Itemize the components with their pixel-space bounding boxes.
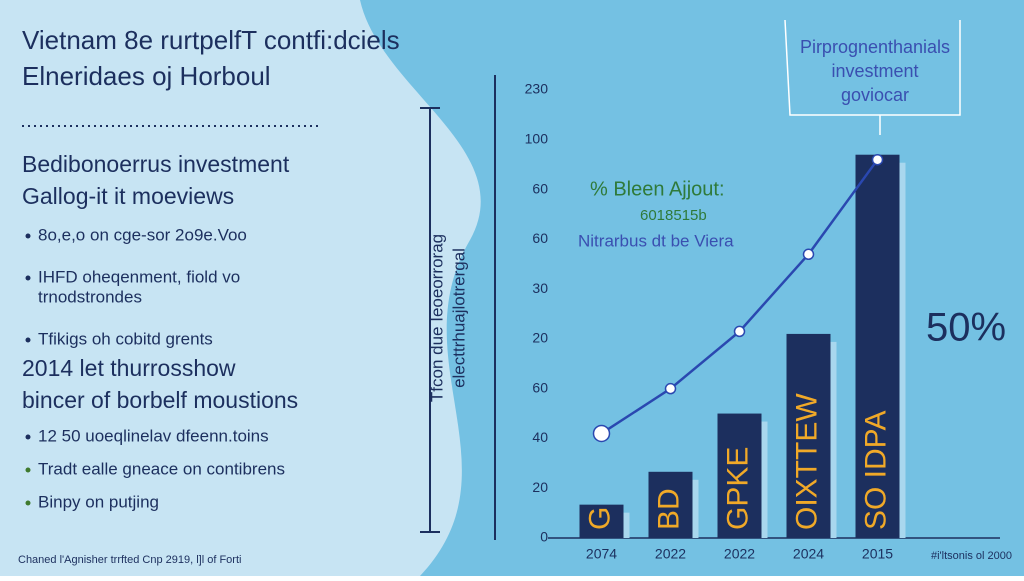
bullet-text: 12 50 uoeqlinelav dfeenn.toins [38, 426, 269, 445]
bullet-text: 8o,e,o on cge-sor 2o9e.Voo [38, 225, 247, 244]
bar [717, 413, 762, 538]
trend-point [733, 325, 746, 338]
y-tick-label: 0 [540, 529, 548, 545]
vertical-label: electtrhuajlotrergal [449, 248, 468, 388]
inset-line: 6018515b [640, 207, 707, 224]
bar-label: SO IDPA [859, 411, 892, 530]
bar-label: BD [652, 488, 685, 530]
bar [786, 333, 831, 538]
y-tick-label: 60 [532, 379, 548, 395]
x-tick-label: 2022 [655, 546, 686, 562]
y-tick-label: 100 [525, 130, 549, 146]
bullet-dot [25, 434, 31, 440]
y-tick-label: 60 [532, 230, 548, 246]
trend-point [871, 153, 884, 166]
callout-text: investment [831, 61, 918, 81]
callout-text: Pirprognenthanials [800, 37, 950, 57]
bullet-dot [25, 275, 31, 281]
y-tick-label: 20 [532, 479, 548, 495]
bullet-text: Tfikigs oh cobitd grents [38, 329, 213, 348]
callout-box [784, 19, 961, 116]
section-heading: Bedibonoerrus investment [22, 151, 290, 177]
section-heading: 2014 let thurrosshow [22, 355, 236, 381]
y-tick-label: 230 [525, 81, 549, 97]
vertical-label: Tfcon due Ieoeorrorag [427, 234, 446, 402]
big-percent: 50% [926, 306, 1006, 350]
bar [648, 471, 693, 538]
x-tick-label: 2024 [793, 546, 824, 562]
trend-point [592, 424, 611, 443]
bullet-text: trnodstrondes [38, 287, 142, 306]
bar-label: GPKE [721, 447, 754, 530]
bar [579, 504, 624, 538]
footer-left: Chaned l'Agnisher trrfted Cnp 2919, l]l … [18, 554, 241, 566]
bar-label: G [583, 507, 616, 530]
inset-line: Nitrarbus dt be Viera [578, 231, 734, 250]
title: Vietnam 8e rurtpelfT contfi:dciels [22, 25, 400, 55]
x-tick-label: 2074 [586, 546, 617, 562]
y-tick-label: 60 [532, 180, 548, 196]
bullet-text: Tradt ealle gneace on contibrens [38, 459, 285, 478]
bullet-text: IHFD oheqenment, fiold vo [38, 267, 240, 286]
bar [855, 154, 900, 538]
bullet-text: Binpy on putjing [38, 492, 159, 511]
bullet-dot [25, 467, 31, 473]
y-tick-label: 40 [532, 429, 548, 445]
y-tick-label: 30 [532, 280, 548, 296]
bullet-dot [25, 500, 31, 506]
bullet-dot [25, 337, 31, 343]
trend-point [802, 248, 815, 261]
section-heading: bincer of borbelf moustions [22, 387, 298, 413]
inset-line: % Bleen Ajjout: [590, 178, 725, 200]
trend-point [664, 382, 677, 395]
x-tick-label: 2022 [724, 546, 755, 562]
section-heading: Gallog-it it moeviews [22, 183, 234, 209]
bullet-dot [25, 233, 31, 239]
title: Elneridaes oj Horboul [22, 61, 271, 91]
callout-text: goviocar [841, 85, 909, 105]
footer-right: #i'ltsonis ol 2000 [931, 550, 1012, 562]
x-tick-label: 2015 [862, 546, 893, 562]
y-tick-label: 20 [532, 330, 548, 346]
bar-label: OIXTTEW [790, 393, 823, 530]
